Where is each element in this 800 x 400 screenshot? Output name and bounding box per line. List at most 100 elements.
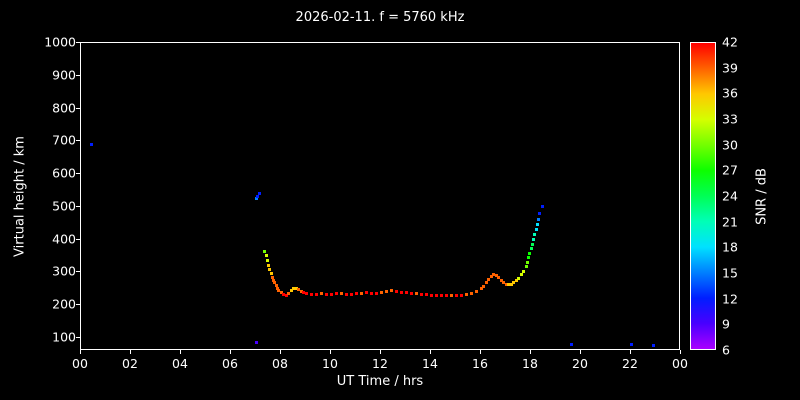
data-point <box>404 291 408 295</box>
data-point <box>502 281 505 285</box>
data-point <box>522 269 525 273</box>
data-point <box>514 279 518 283</box>
colorbar-tick-label: 24 <box>722 188 738 204</box>
data-point <box>429 293 433 297</box>
data-point <box>464 293 468 297</box>
data-point <box>499 279 503 283</box>
data-point <box>530 242 534 246</box>
data-point <box>534 228 538 232</box>
data-point <box>314 293 318 297</box>
data-point <box>324 292 328 296</box>
data-point <box>459 293 463 297</box>
colorbar-tick-label: 6 <box>722 342 730 358</box>
data-point <box>525 261 529 265</box>
data-point <box>517 276 520 280</box>
data-point <box>535 223 539 227</box>
data-point <box>474 289 478 293</box>
x-tick-label: 16 <box>472 356 488 371</box>
data-point <box>272 278 275 282</box>
data-point <box>449 294 453 298</box>
data-point <box>263 249 267 253</box>
data-point <box>497 276 500 280</box>
y-tick-label: 200 <box>52 296 76 312</box>
colorbar-tick-label: 33 <box>722 111 738 127</box>
data-point <box>374 292 378 296</box>
data-point <box>384 289 388 293</box>
data-point <box>389 288 393 292</box>
x-tick-label: 02 <box>122 356 138 371</box>
chart-title: 2026-02-11. f = 5760 kHz <box>295 10 465 25</box>
x-tick-label: 14 <box>422 356 438 371</box>
data-point <box>629 342 633 346</box>
data-point <box>273 281 277 285</box>
x-tick-label: 06 <box>222 356 238 371</box>
colorbar-tick-label: 12 <box>722 291 738 307</box>
data-point <box>439 294 443 298</box>
y-tick-label: 500 <box>52 198 76 214</box>
data-point <box>394 289 398 293</box>
tick-mark <box>480 350 481 354</box>
data-point <box>269 272 273 276</box>
data-point <box>265 259 269 263</box>
data-point <box>258 192 262 196</box>
data-point <box>532 238 535 242</box>
colorbar-tick-label: 27 <box>722 162 738 178</box>
tick-mark <box>76 205 80 207</box>
data-point <box>537 217 540 221</box>
colorbar-label: SNR / dB <box>754 168 770 225</box>
tick-mark <box>280 350 281 354</box>
data-point <box>487 278 490 282</box>
tick-mark <box>76 74 80 76</box>
data-point <box>512 281 515 285</box>
tick-mark <box>630 350 631 354</box>
data-point <box>274 283 278 287</box>
x-tick-label: 18 <box>522 356 538 371</box>
x-tick-label: 08 <box>272 356 288 371</box>
colorbar-tick-label: 21 <box>722 214 738 230</box>
data-point <box>479 287 483 291</box>
data-point <box>254 197 258 201</box>
tick-mark <box>76 107 80 109</box>
data-point <box>419 292 423 296</box>
colorbar-tick-label: 15 <box>722 265 738 281</box>
data-point <box>284 293 288 297</box>
data-point <box>434 294 438 298</box>
data-point <box>329 293 333 297</box>
data-point <box>304 292 308 296</box>
data-point <box>494 274 498 278</box>
data-point <box>533 233 537 237</box>
data-point <box>524 264 528 268</box>
data-point <box>409 291 413 295</box>
data-point <box>454 294 458 298</box>
tick-mark <box>580 350 581 354</box>
data-point <box>359 291 363 295</box>
data-point <box>334 292 338 296</box>
tick-mark <box>76 238 80 240</box>
data-point <box>89 143 93 147</box>
data-point <box>528 251 532 255</box>
y-tick-label: 600 <box>52 165 76 181</box>
data-point <box>268 268 272 272</box>
data-point <box>287 292 290 296</box>
data-point <box>277 288 280 292</box>
data-point <box>282 292 285 296</box>
tick-mark <box>76 42 80 43</box>
x-axis-label: UT Time / hrs <box>336 374 424 389</box>
y-tick-label: 400 <box>52 231 76 247</box>
data-point <box>364 291 368 295</box>
colorbar <box>690 42 716 350</box>
tick-mark <box>430 350 431 354</box>
data-point <box>255 194 259 198</box>
colorbar-tick-label: 18 <box>722 239 738 255</box>
data-point <box>424 293 428 297</box>
tick-mark <box>330 350 331 354</box>
y-tick-label: 100 <box>52 329 76 345</box>
data-point <box>289 288 293 292</box>
colorbar-tick-label: 9 <box>722 316 730 332</box>
data-point <box>569 342 573 346</box>
colorbar-tick-label: 30 <box>722 137 738 153</box>
data-point <box>529 247 533 251</box>
data-point <box>294 286 298 290</box>
data-point <box>509 282 513 286</box>
data-point <box>538 211 542 215</box>
